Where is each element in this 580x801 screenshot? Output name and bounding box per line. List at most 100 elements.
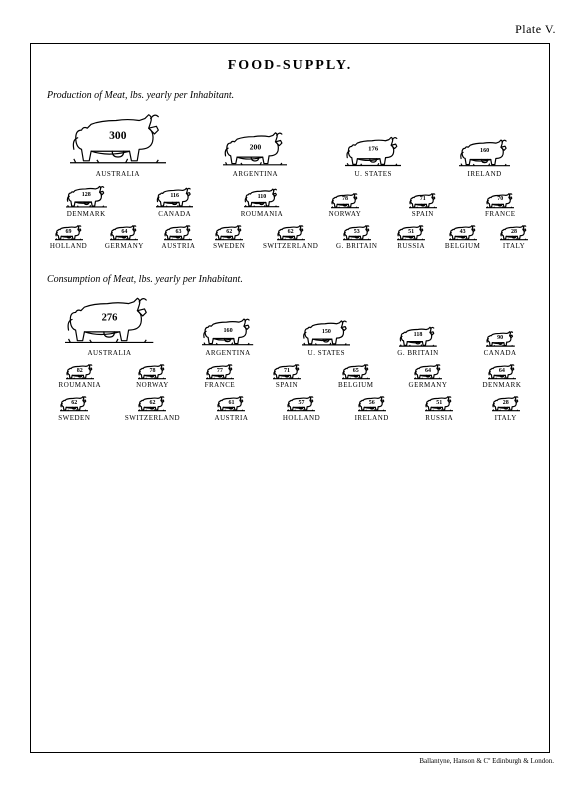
chart-row: 276Australia 160 Argentina [41, 293, 539, 357]
country-label: Russia [397, 242, 425, 250]
country-label: Spain [412, 210, 434, 218]
data-cell: 57 Holland [283, 395, 320, 421]
pictogram: 62 [136, 395, 168, 412]
value-label: 276 [102, 312, 118, 323]
pictogram: 78 [329, 192, 361, 209]
data-cell: 43 Belgium [445, 224, 480, 250]
data-cell: 63Austria [162, 224, 196, 250]
data-cell: 77 France [204, 363, 236, 389]
value-label: 78 [342, 196, 348, 202]
pictogram: 71 [271, 363, 303, 380]
data-cell: 64Germany [105, 224, 144, 250]
pictogram: 77 [204, 363, 236, 380]
country-label: Denmark [67, 210, 106, 218]
value-label: 62 [288, 229, 294, 235]
data-cell: 90Canada [484, 330, 517, 357]
country-label: Austria [215, 414, 249, 422]
pictogram: 61 [215, 395, 247, 412]
country-label: Roumania [59, 381, 102, 389]
data-cell: 65Belgium [338, 363, 373, 389]
value-label: 200 [250, 142, 262, 151]
country-label: Germany [409, 381, 448, 389]
title: FOOD-SUPPLY. [41, 58, 539, 74]
country-label: U. States [308, 349, 345, 357]
value-label: 128 [82, 192, 91, 198]
pictogram: 43 [447, 224, 479, 241]
data-cell: 62 Sweden [58, 395, 90, 421]
value-label: 43 [460, 229, 466, 235]
pictogram: 51 [395, 224, 427, 241]
value-label: 176 [368, 146, 378, 153]
country-label: Canada [158, 210, 191, 218]
data-cell: 71 Spain [407, 192, 439, 218]
pictogram: 150 [300, 318, 352, 348]
data-cell: 78Norway [136, 363, 169, 389]
value-label: 82 [77, 368, 83, 374]
value-label: 56 [369, 400, 375, 406]
country-label: Sweden [58, 414, 90, 422]
country-label: France [205, 381, 236, 389]
pictogram: 160 [457, 137, 512, 169]
value-label: 62 [226, 229, 232, 235]
value-label: 77 [217, 368, 223, 374]
pictogram: 71 [407, 192, 439, 209]
country-label: Holland [283, 414, 320, 422]
pictogram: 62 [58, 395, 90, 412]
country-label: Spain [276, 381, 298, 389]
country-label: G. Britain [397, 349, 438, 357]
value-label: 28 [511, 229, 517, 235]
section-spacer [41, 256, 539, 270]
pictogram: 62 [213, 224, 245, 241]
country-label: Sweden [213, 242, 245, 250]
value-label: 70 [497, 196, 503, 202]
country-label: Germany [105, 242, 144, 250]
pictogram: 118 [397, 325, 439, 348]
data-cell: 200Argentina [221, 129, 289, 178]
data-cell: 70 France [484, 192, 516, 218]
country-label: Argentina [205, 349, 250, 357]
pictogram: 65 [340, 363, 372, 380]
pictogram: 64 [108, 224, 140, 241]
pictogram: 57 [285, 395, 317, 412]
country-label: Italy [503, 242, 525, 250]
pictogram: 64 [412, 363, 444, 380]
data-cell: 150 U. States [300, 318, 352, 357]
pictogram: 200 [221, 129, 289, 169]
country-label: Switzerland [125, 414, 180, 422]
value-label: 63 [175, 229, 181, 235]
value-label: 160 [223, 328, 232, 334]
chart-row: 128 Denmark 116Canada [41, 184, 539, 218]
chart-row: 82 Roumania 78Norway [41, 363, 539, 389]
value-label: 71 [420, 196, 426, 202]
value-label: 71 [284, 368, 290, 374]
pictogram: 56 [356, 395, 388, 412]
chart-frame: FOOD-SUPPLY. Production of Meat, lbs. ye… [30, 43, 550, 753]
country-label: Canada [484, 349, 517, 357]
value-label: 62 [149, 400, 155, 406]
pictogram: 176 [343, 134, 403, 169]
value-label: 53 [354, 229, 360, 235]
data-cell: 276Australia [63, 293, 155, 357]
data-cell: 116Canada [154, 186, 195, 218]
country-label: Norway [136, 381, 169, 389]
pictogram: 70 [484, 192, 516, 209]
country-label: Belgium [445, 242, 480, 250]
value-label: 300 [109, 130, 126, 142]
country-label: Switzerland [263, 242, 318, 250]
pictogram: 28 [498, 224, 530, 241]
data-cell: 51Russia [423, 395, 455, 421]
data-cell: 128 Denmark [64, 184, 109, 218]
pictogram: 128 [64, 184, 109, 209]
section-heading: Consumption of Meat, lbs. yearly per Inh… [47, 274, 539, 285]
country-label: Holland [50, 242, 87, 250]
country-label: U. States [355, 170, 392, 178]
pictogram: 300 [68, 109, 168, 169]
value-label: 160 [480, 148, 489, 154]
pictogram: 82 [64, 363, 96, 380]
value-label: 150 [322, 329, 331, 335]
country-label: France [485, 210, 516, 218]
value-label: 118 [414, 332, 423, 338]
data-cell: 82 Roumania [59, 363, 102, 389]
chart-row: 62 Sweden 62 Switzerland [41, 395, 539, 421]
pictogram: 62 [275, 224, 307, 241]
